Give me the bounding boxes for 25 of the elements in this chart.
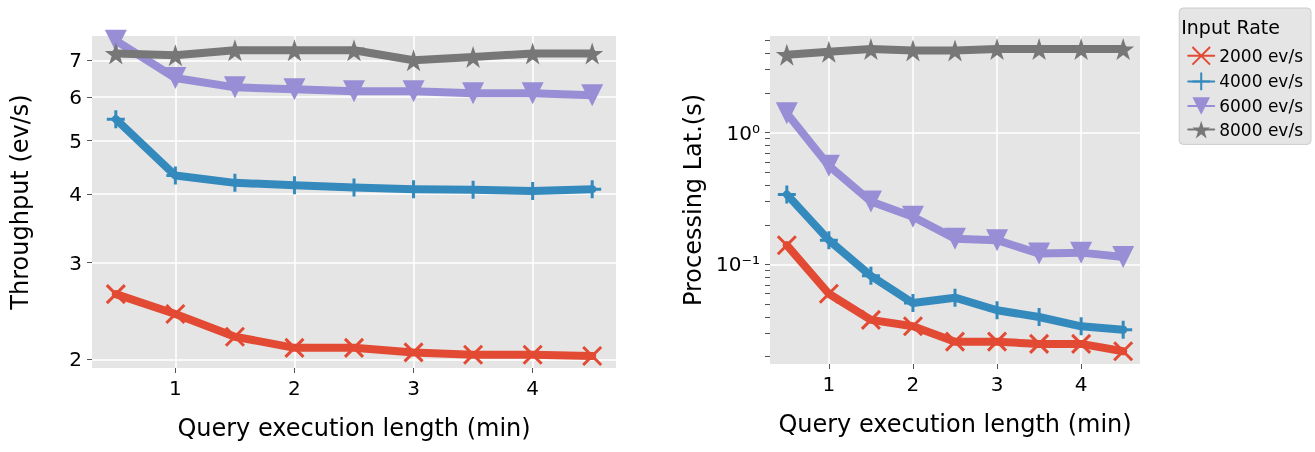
y-tick-label: 6 [69, 85, 82, 110]
x-axis-title: Query execution length (min) [177, 414, 531, 442]
y-tick-label: 2 [69, 347, 82, 372]
x-tick-label: 3 [407, 376, 420, 400]
y-tick-label: 10⁰ [726, 120, 760, 145]
legend-title: Input Rate [1181, 15, 1281, 38]
x-tick-label: 4 [526, 376, 539, 400]
x-tick-label: 1 [822, 372, 836, 396]
y-tick-label: 4 [69, 181, 82, 206]
y-tick-label: 5 [69, 128, 82, 153]
y-axis-title: Processing Lat.(s) [679, 93, 708, 307]
y-tick-label: 10⁻¹ [715, 252, 760, 277]
y-tick-label: 7 [69, 48, 82, 73]
legend-label: 6000 ev/s [1219, 96, 1304, 116]
y-tick-label: 3 [69, 250, 82, 275]
legend-label: 8000 ev/s [1219, 119, 1304, 140]
legend-label: 2000 ev/s [1219, 45, 1304, 66]
y-axis-title: Throughput (ev/s) [6, 94, 34, 311]
x-axis-title: Query execution length (min) [778, 410, 1132, 438]
x-tick-label: 1 [169, 376, 182, 400]
x-tick-label: 2 [288, 376, 301, 400]
x-tick-label: 3 [990, 372, 1004, 396]
legend-label: 4000 ev/s [1219, 71, 1304, 92]
x-tick-label: 2 [906, 372, 920, 396]
x-tick-label: 4 [1074, 372, 1088, 396]
